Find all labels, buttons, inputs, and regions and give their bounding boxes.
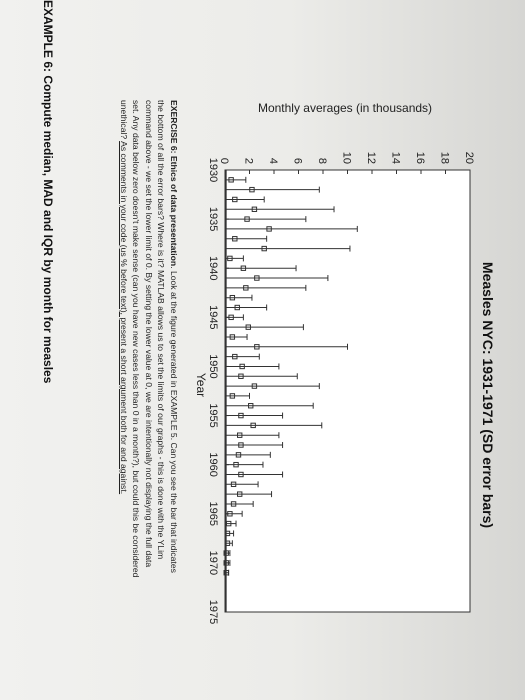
x-tick-label: 1940 <box>207 256 219 280</box>
data-point <box>254 275 260 281</box>
data-point <box>232 353 238 360</box>
exercise-title: EXERCISE 6: Ethics of data presentation <box>169 100 179 267</box>
data-point <box>236 432 243 438</box>
data-point <box>232 196 238 203</box>
data-point <box>251 206 258 212</box>
data-point <box>261 245 267 252</box>
x-tick-label: 1965 <box>207 502 219 526</box>
data-point <box>224 530 231 537</box>
x-tick-label: 1930 <box>207 158 219 182</box>
plot-area: 1930 1935 1940 1945 1950 1955 1960 1965 1970 1975… <box>207 152 475 624</box>
data-point <box>229 294 236 301</box>
chart-title: Measles NYC: 1931-1971 (SD error bars) <box>480 262 496 528</box>
data-point <box>223 550 229 556</box>
y-tick-label: 0 <box>218 158 230 164</box>
data-point <box>227 511 233 517</box>
exercise-instruction: As comments in your code (us % before te… <box>119 141 129 495</box>
y-tick-label: 6 <box>292 158 304 164</box>
y-tick-label: 12 <box>365 152 377 164</box>
data-point <box>230 501 237 507</box>
data-point <box>245 324 251 330</box>
x-tick-label: 1955 <box>207 403 219 427</box>
y-tick-label: 4 <box>267 158 279 164</box>
data-point <box>238 471 244 478</box>
data-point <box>228 177 234 183</box>
data-point <box>238 412 244 419</box>
data-point <box>228 314 234 321</box>
data-point <box>250 422 256 429</box>
y-tick-label: 2 <box>243 158 255 164</box>
data-point <box>254 344 260 350</box>
data-point <box>233 461 239 468</box>
x-axis-label: Year <box>194 373 208 397</box>
x-tick-label: 1950 <box>207 354 219 378</box>
data-point <box>224 540 231 546</box>
y-tick-label: 18 <box>439 152 451 164</box>
next-example-heading: EXAMPLE 6: Compute median, MAD and IQR b… <box>41 0 55 384</box>
x-tick-label: 1975 <box>207 600 219 624</box>
data-point <box>251 383 258 389</box>
data-point <box>234 304 240 311</box>
data-point <box>223 560 229 566</box>
data-point <box>232 236 238 242</box>
y-tick-label: 16 <box>414 152 426 164</box>
data-point <box>248 403 254 409</box>
y-tick-label: 10 <box>341 152 353 164</box>
data-point <box>238 373 244 379</box>
data-point <box>238 442 244 448</box>
data-point <box>235 452 242 458</box>
data-point <box>236 491 243 497</box>
x-tick-label: 1935 <box>207 207 219 231</box>
y-axis-label: Monthly averages (in thousands) <box>258 101 432 115</box>
data-point <box>249 186 255 193</box>
data-point <box>225 520 232 527</box>
y-tick-label: 8 <box>316 158 328 164</box>
x-tick-label: 1970 <box>207 551 219 575</box>
data-point <box>244 216 250 222</box>
x-tick-label: 1960 <box>207 452 219 476</box>
y-tick-label: 20 <box>463 152 475 164</box>
x-tick-label: 1945 <box>207 305 219 329</box>
exercise-paragraph: EXERCISE 6: Ethics of data presentation.… <box>118 100 181 580</box>
data-point <box>223 570 229 576</box>
data-point <box>229 393 236 399</box>
y-tick-label: 14 <box>390 152 402 164</box>
plot-frame <box>224 169 471 613</box>
data-point <box>227 255 233 262</box>
data-point <box>240 265 247 271</box>
data-point <box>266 226 272 232</box>
data-point <box>243 285 249 291</box>
error-bar-chart: Measles NYC: 1931-1971 (SD error bars) 1… <box>194 101 496 624</box>
data-point <box>229 334 236 340</box>
data-point <box>239 363 245 370</box>
data-point <box>230 481 237 488</box>
